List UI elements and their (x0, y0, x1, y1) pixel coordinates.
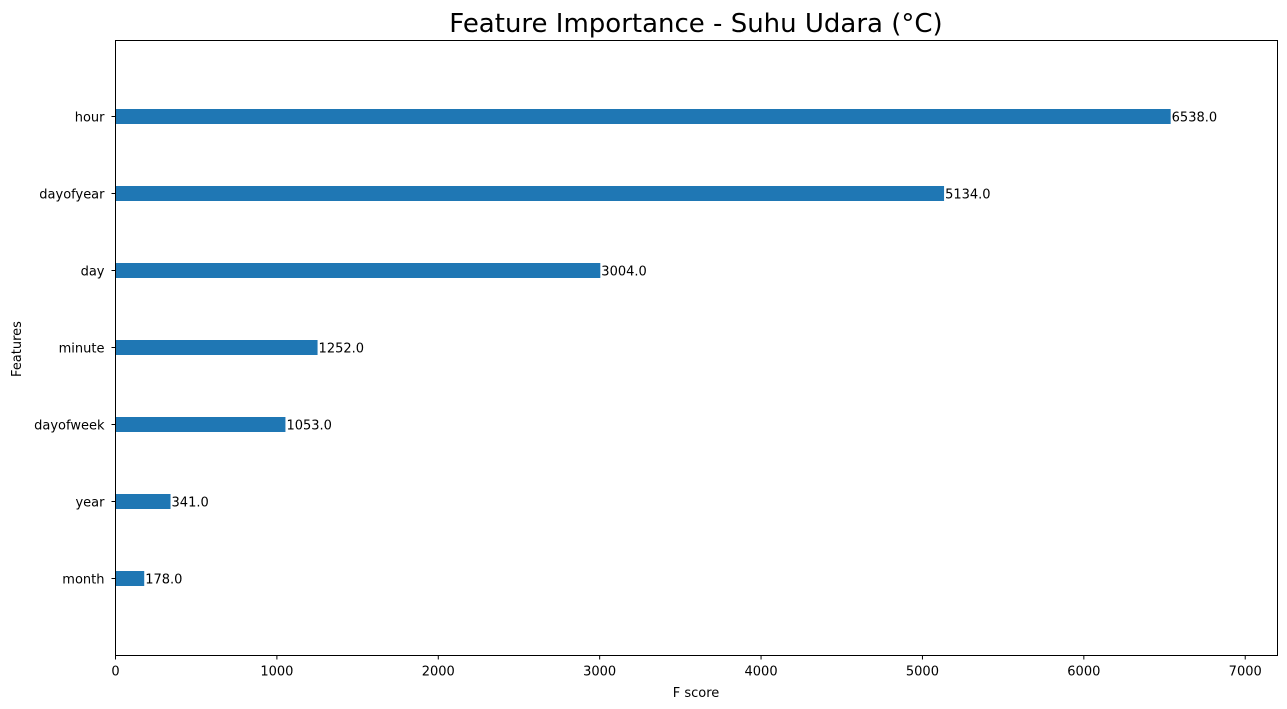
x-tick-label: 3000 (583, 665, 616, 680)
chart-title: Feature Importance - Suhu Udara (°C) (449, 9, 942, 39)
y-tick-label: day (81, 265, 105, 280)
bar (115, 494, 171, 509)
plot-area: hour 6538.0 dayofyear 5134.0 day 3004.0 minute… (34, 40, 1278, 680)
x-tick-label: 0 (111, 665, 119, 680)
x-tick-label: 6000 (1067, 665, 1100, 680)
x-tick-label: 1000 (260, 665, 293, 680)
bar (115, 186, 945, 201)
bar (115, 109, 1171, 124)
y-tick-label: minute (59, 342, 105, 357)
data-label: 6538.0 (1172, 111, 1218, 126)
data-label: 5134.0 (945, 188, 991, 203)
bar (115, 571, 145, 586)
y-tick-label: dayofyear (39, 188, 105, 203)
x-axis-label: F score (673, 686, 720, 701)
data-label: 3004.0 (601, 265, 647, 280)
y-tick-label: dayofweek (34, 419, 105, 434)
bar (115, 263, 601, 278)
axes-frame (115, 40, 1278, 656)
data-label: 1053.0 (286, 419, 332, 434)
data-label: 178.0 (145, 573, 182, 588)
x-tick-label: 4000 (745, 665, 778, 680)
x-tick-label: 2000 (422, 665, 455, 680)
y-tick-label: month (62, 573, 104, 588)
y-tick-label: hour (75, 111, 105, 126)
x-tick-label: 7000 (1229, 665, 1262, 680)
y-axis-label: Features (10, 321, 25, 377)
y-tick-label: year (75, 496, 105, 511)
data-label: 1252.0 (319, 342, 365, 357)
bar (115, 417, 286, 432)
data-label: 341.0 (172, 496, 209, 511)
x-tick-label: 5000 (906, 665, 939, 680)
bar (115, 340, 318, 355)
